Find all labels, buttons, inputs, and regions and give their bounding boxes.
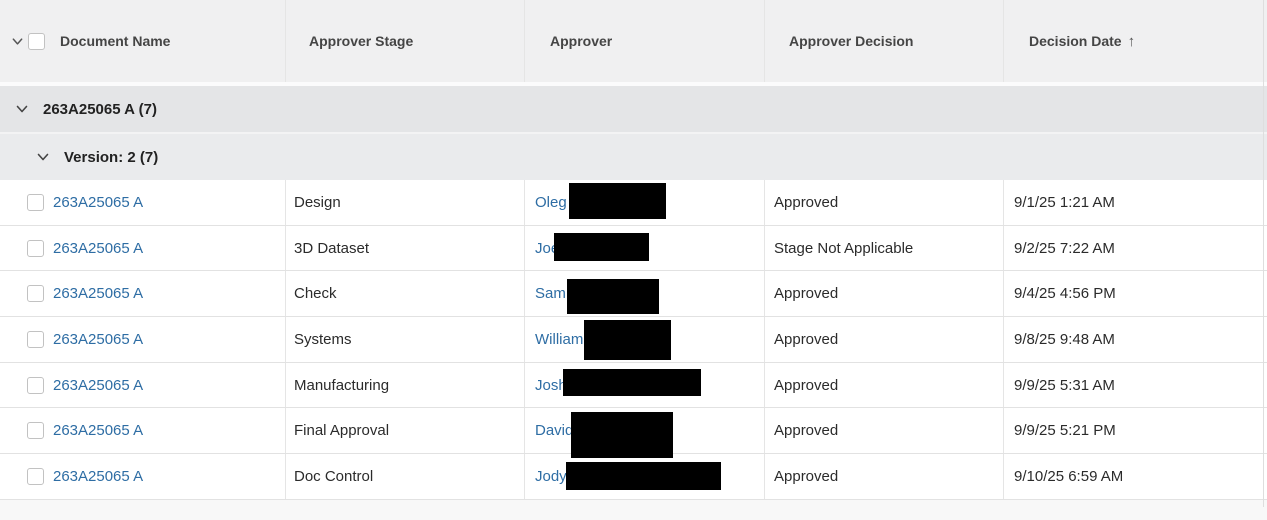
document-link[interactable]: 263A25065 A [53, 285, 144, 303]
date-cell: 9/2/25 7:22 AM [1014, 239, 1115, 257]
stage-cell: Final Approval [294, 422, 390, 440]
group-row-document[interactable]: 263A25065 A (7) [0, 86, 1267, 134]
date-cell: 9/8/25 9:48 AM [1014, 330, 1115, 348]
redaction-box [584, 320, 671, 361]
header-document-name[interactable]: Document Name [0, 0, 285, 82]
approver-link[interactable]: William [535, 330, 584, 348]
date-cell: 9/9/25 5:21 PM [1014, 422, 1116, 440]
stage-cell: 3D Dataset [294, 239, 370, 257]
redaction-box [554, 232, 649, 261]
column-header-label: Approver Decision [789, 33, 914, 49]
document-link[interactable]: 263A25065 A [53, 330, 144, 348]
table-row: 263A25065 A Doc Control Jody Approved 9/… [0, 454, 1267, 500]
header-approver-stage[interactable]: Approver Stage [285, 0, 524, 82]
redaction-box [569, 183, 666, 219]
header-approver-decision[interactable]: Approver Decision [764, 0, 1003, 82]
row-checkbox[interactable] [27, 285, 44, 303]
row-checkbox[interactable] [27, 193, 44, 211]
table-header: Document Name Approver Stage Approver Ap… [0, 0, 1267, 86]
approver-link[interactable]: Sam [535, 285, 566, 303]
column-header-label: Approver [550, 33, 613, 49]
decision-cell: Stage Not Applicable [774, 239, 914, 257]
stage-cell: Manufacturing [294, 376, 390, 394]
row-checkbox[interactable] [27, 330, 44, 348]
approver-link[interactable]: David [535, 422, 574, 440]
row-checkbox[interactable] [27, 239, 44, 257]
group-label: Version: 2 (7) [64, 148, 159, 166]
decision-cell: Approved [774, 330, 839, 348]
stage-cell: Check [294, 285, 337, 303]
redaction-box [566, 462, 721, 491]
header-decision-date[interactable]: Decision Date ↑ [1003, 0, 1267, 82]
table-right-border [1263, 0, 1264, 507]
document-link[interactable]: 263A25065 A [53, 193, 144, 211]
row-checkbox[interactable] [27, 422, 44, 440]
date-cell: 9/1/25 1:21 AM [1014, 193, 1115, 211]
decision-cell: Approved [774, 467, 839, 485]
column-header-label: Document Name [60, 33, 171, 49]
document-link[interactable]: 263A25065 A [53, 467, 144, 485]
approver-link[interactable]: Joe [535, 239, 560, 257]
date-cell: 9/4/25 4:56 PM [1014, 285, 1116, 303]
document-link[interactable]: 263A25065 A [53, 376, 144, 394]
expand-all-chevron-down-icon[interactable] [10, 34, 25, 49]
approver-link[interactable]: Oleg [535, 193, 567, 211]
row-checkbox[interactable] [27, 467, 44, 485]
decision-cell: Approved [774, 376, 839, 394]
approver-link[interactable]: Josh [535, 376, 567, 394]
table-row: 263A25065 A Check Sam Approved 9/4/25 4:… [0, 271, 1267, 318]
column-header-label: Approver Stage [309, 33, 414, 49]
sort-ascending-icon: ↑ [1127, 32, 1136, 50]
redaction-box [571, 412, 673, 459]
row-checkbox[interactable] [27, 376, 44, 394]
table-row: 263A25065 A Final Approval David Approve… [0, 408, 1267, 459]
select-all-checkbox[interactable] [28, 32, 45, 50]
table-row: 263A25065 A 3D Dataset Joe Stage Not App… [0, 225, 1267, 272]
approver-link[interactable]: Jody [535, 467, 567, 485]
group-chevron-down-icon[interactable] [14, 102, 29, 117]
stage-cell: Systems [294, 330, 352, 348]
group-chevron-down-icon[interactable] [35, 150, 50, 165]
redaction-box [567, 279, 659, 315]
group-label: 263A25065 A (7) [43, 100, 157, 118]
table-row: 263A25065 A Systems William Approved 9/8… [0, 317, 1267, 363]
document-link[interactable]: 263A25065 A [53, 239, 144, 257]
table-footer-area [0, 499, 1267, 520]
redaction-box [563, 368, 701, 396]
table-row: 263A25065 A Manufacturing Josh Approved … [0, 362, 1267, 409]
header-approver[interactable]: Approver [524, 0, 764, 82]
decision-cell: Approved [774, 193, 839, 211]
decision-cell: Approved [774, 285, 839, 303]
stage-cell: Doc Control [294, 467, 374, 485]
decision-cell: Approved [774, 422, 839, 440]
table-row: 263A25065 A Design Oleg Approved 9/1/25 … [0, 180, 1267, 226]
document-link[interactable]: 263A25065 A [53, 422, 144, 440]
stage-cell: Design [294, 193, 341, 211]
date-cell: 9/10/25 6:59 AM [1014, 467, 1124, 485]
group-row-version[interactable]: Version: 2 (7) [0, 134, 1267, 180]
date-cell: 9/9/25 5:31 AM [1014, 376, 1115, 394]
column-header-label: Decision Date [1029, 33, 1122, 49]
